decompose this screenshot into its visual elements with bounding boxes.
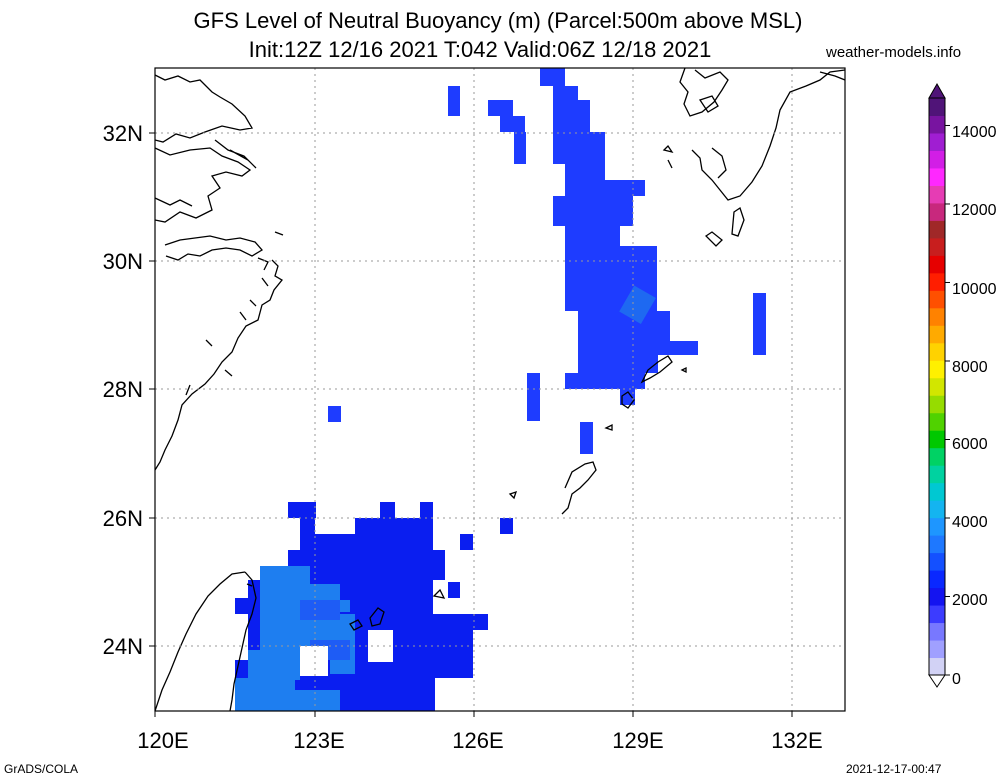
colorbar-label: 4000 xyxy=(952,514,988,531)
colorbar-segment xyxy=(929,605,945,624)
footer-timestamp: 2021-12-17-00:47 xyxy=(846,762,942,776)
colorbar-segment xyxy=(929,115,945,134)
lon-tick-label: 120E xyxy=(137,728,188,753)
colorbar-label: 10000 xyxy=(952,281,997,298)
colorbar-segment xyxy=(929,447,945,466)
colorbar-segment xyxy=(929,412,945,431)
colorbar-segment xyxy=(929,640,945,659)
colorbar-segment xyxy=(929,98,945,116)
chart-title: GFS Level of Neutral Buoyancy (m) (Parce… xyxy=(193,8,803,33)
colorbar-top-arrow xyxy=(928,82,946,99)
buoyancy-field xyxy=(235,68,766,711)
lat-tick-label: 30N xyxy=(103,249,143,274)
colorbar-segment xyxy=(929,307,945,326)
colorbar-segment xyxy=(929,430,945,449)
colorbar-segment xyxy=(929,237,945,256)
credit-text: weather-models.info xyxy=(826,44,962,61)
colorbar-segment xyxy=(929,570,945,589)
colorbar-segment xyxy=(929,132,945,151)
colorbar-label: 6000 xyxy=(952,436,988,453)
map-grid xyxy=(155,68,845,711)
lat-tick-label: 24N xyxy=(103,634,143,659)
colorbar-segment xyxy=(929,465,945,484)
colorbar-segment xyxy=(929,202,945,221)
colorbar-segment xyxy=(929,255,945,274)
colorbar-segment xyxy=(929,482,945,501)
colorbar-label: 2000 xyxy=(952,592,988,609)
lon-tick-label: 132E xyxy=(771,728,822,753)
lat-tick-label: 32N xyxy=(103,121,143,146)
lon-tick-label: 129E xyxy=(612,728,663,753)
colorbar-segment xyxy=(929,220,945,239)
colorbar-segment xyxy=(929,517,945,536)
colorbar-label: 0 xyxy=(952,671,961,688)
colorbar-bottom-arrow xyxy=(928,674,946,688)
colorbar-segment xyxy=(929,272,945,291)
colorbar-segment xyxy=(929,587,945,606)
colorbar-segment xyxy=(929,185,945,204)
colorbar-segment xyxy=(929,325,945,344)
chart-subtitle: Init:12Z 12/16 2021 T:042 Valid:06Z 12/1… xyxy=(248,37,712,62)
colorbar xyxy=(928,82,950,688)
colorbar-segment xyxy=(929,150,945,169)
colorbar-segment xyxy=(929,167,945,186)
colorbar-segment xyxy=(929,290,945,309)
coastlines xyxy=(155,68,845,711)
lon-tick-label: 126E xyxy=(452,728,503,753)
lon-tick-label: 123E xyxy=(293,728,344,753)
colorbar-segment xyxy=(929,395,945,414)
colorbar-label: 12000 xyxy=(952,202,997,219)
colorbar-segment xyxy=(929,377,945,396)
lat-tick-label: 28N xyxy=(103,377,143,402)
colorbar-segment xyxy=(929,552,945,571)
footer-software: GrADS/COLA xyxy=(4,762,79,776)
colorbar-frame xyxy=(928,97,946,676)
colorbar-segment xyxy=(929,360,945,379)
colorbar-label: 14000 xyxy=(952,124,997,141)
colorbar-segment xyxy=(929,500,945,519)
axis-ticks xyxy=(149,132,793,717)
colorbar-segment xyxy=(929,342,945,361)
colorbar-segment xyxy=(929,657,945,676)
lat-tick-label: 26N xyxy=(103,506,143,531)
colorbar-segment xyxy=(929,535,945,554)
colorbar-segment xyxy=(929,622,945,641)
colorbar-label: 8000 xyxy=(952,359,988,376)
